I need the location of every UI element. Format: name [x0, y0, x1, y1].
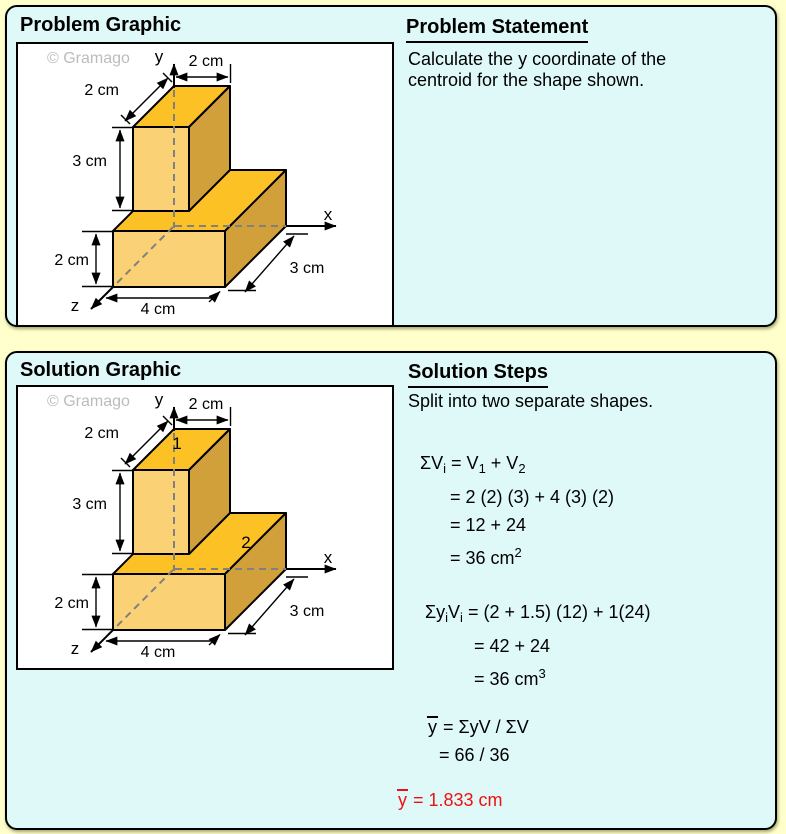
problem-figure: © Gramago — [47, 47, 337, 318]
solution-graphic-title: Solution Graphic — [20, 359, 182, 381]
problem-graphic-title: Problem Graphic — [20, 14, 182, 36]
eq-line: y = ΣyV / ΣV — [427, 716, 529, 737]
top-box-front-face — [132, 469, 190, 555]
solution-intro: Split into two separate shapes. — [408, 391, 654, 411]
eq-line: ΣyiVi = (2 + 1.5) (12) + 1(24) — [425, 602, 651, 625]
dim-top-depth-line — [124, 77, 169, 122]
dim-bottom-depth-line — [244, 235, 295, 293]
problem-statement-title: Problem Statement — [406, 16, 589, 43]
dim-bottom-depth-label: 3 cm — [290, 603, 325, 620]
dim-upper-height-label: 3 cm — [72, 153, 107, 170]
volume-equation: ΣVi = V1 + V2 = 2 (2) (3) + 4 (3) (2) = … — [420, 449, 614, 572]
bottom-box-front-face — [112, 573, 226, 631]
top-box-right-face — [188, 428, 231, 555]
z-axis-label: z — [71, 296, 80, 315]
eq-line: = 12 + 24 — [450, 515, 527, 535]
eq-line: = 36 cm2 — [450, 545, 522, 568]
dim-top-depth-tick-high — [162, 415, 173, 426]
dim-bottom-width-label: 4 cm — [141, 301, 176, 318]
eq-line: = 42 + 24 — [474, 636, 551, 656]
result-line: y = 1.833 cm — [397, 789, 503, 810]
dim-bottom-depth-label: 3 cm — [290, 260, 325, 277]
eq-line: ΣVi = V1 + V2 — [420, 453, 526, 476]
y-axis-label: y — [155, 47, 164, 66]
z-axis-arrow — [90, 286, 114, 310]
top-box-right-face — [188, 85, 231, 212]
watermark: © Gramago — [47, 393, 130, 410]
dim-top-depth-label: 2 cm — [84, 82, 119, 99]
bottom-box-front-face — [112, 230, 226, 288]
dim-bottom-width-arrow — [208, 290, 221, 303]
watermark: © Gramago — [47, 50, 130, 67]
problem-panel: Problem Graphic © Gramago — [5, 5, 777, 327]
dim-top-width-label: 2 cm — [189, 396, 224, 413]
dim-upper-height-label: 3 cm — [72, 496, 107, 513]
dim-lower-height-label: 2 cm — [54, 595, 89, 612]
x-axis-label: x — [324, 205, 333, 224]
y-axis-label: y — [155, 390, 164, 409]
part-1-label: 1 — [172, 434, 181, 453]
solution-figure: © Gramago — [47, 390, 337, 661]
problem-graphic-box: © Gramago — [16, 42, 394, 327]
solution-panel: Solution Graphic © Gramago — [5, 351, 777, 830]
z-axis-label: z — [71, 639, 80, 658]
ybar-equation: y = ΣyV / ΣV = 66 / 36 — [427, 713, 529, 769]
z-axis-hidden-line — [113, 569, 174, 630]
dim-bottom-width-arrow — [208, 633, 221, 646]
dim-lower-height-label: 2 cm — [54, 252, 89, 269]
eq-line: = 2 (2) (3) + 4 (3) (2) — [450, 487, 615, 507]
solution-steps-title: Solution Steps — [408, 361, 548, 388]
part-2-label: 2 — [241, 533, 250, 552]
moment-equation: ΣyiVi = (2 + 1.5) (12) + 1(24) = 42 + 24… — [425, 598, 651, 693]
eq-line: = 36 cm3 — [474, 666, 546, 689]
dim-bottom-depth-line — [244, 578, 295, 636]
dim-bottom-width-label: 4 cm — [141, 644, 176, 661]
eq-line: = 66 / 36 — [439, 745, 510, 765]
dim-top-depth-tick-high — [162, 72, 173, 83]
dim-top-depth-line — [124, 420, 169, 465]
top-box-front-face — [132, 126, 190, 212]
dim-top-depth-tick-low — [120, 114, 131, 125]
dim-top-depth-tick-low — [120, 457, 131, 468]
dim-top-depth-label: 2 cm — [84, 425, 119, 442]
problem-statement-text: Calculate the y coordinate of the centro… — [408, 49, 667, 90]
x-axis-label: x — [324, 548, 333, 567]
z-axis-arrow — [90, 629, 114, 653]
z-axis-hidden-line — [113, 226, 174, 287]
dim-top-width-label: 2 cm — [189, 53, 224, 70]
solution-graphic-box: © Gramago — [16, 385, 394, 670]
